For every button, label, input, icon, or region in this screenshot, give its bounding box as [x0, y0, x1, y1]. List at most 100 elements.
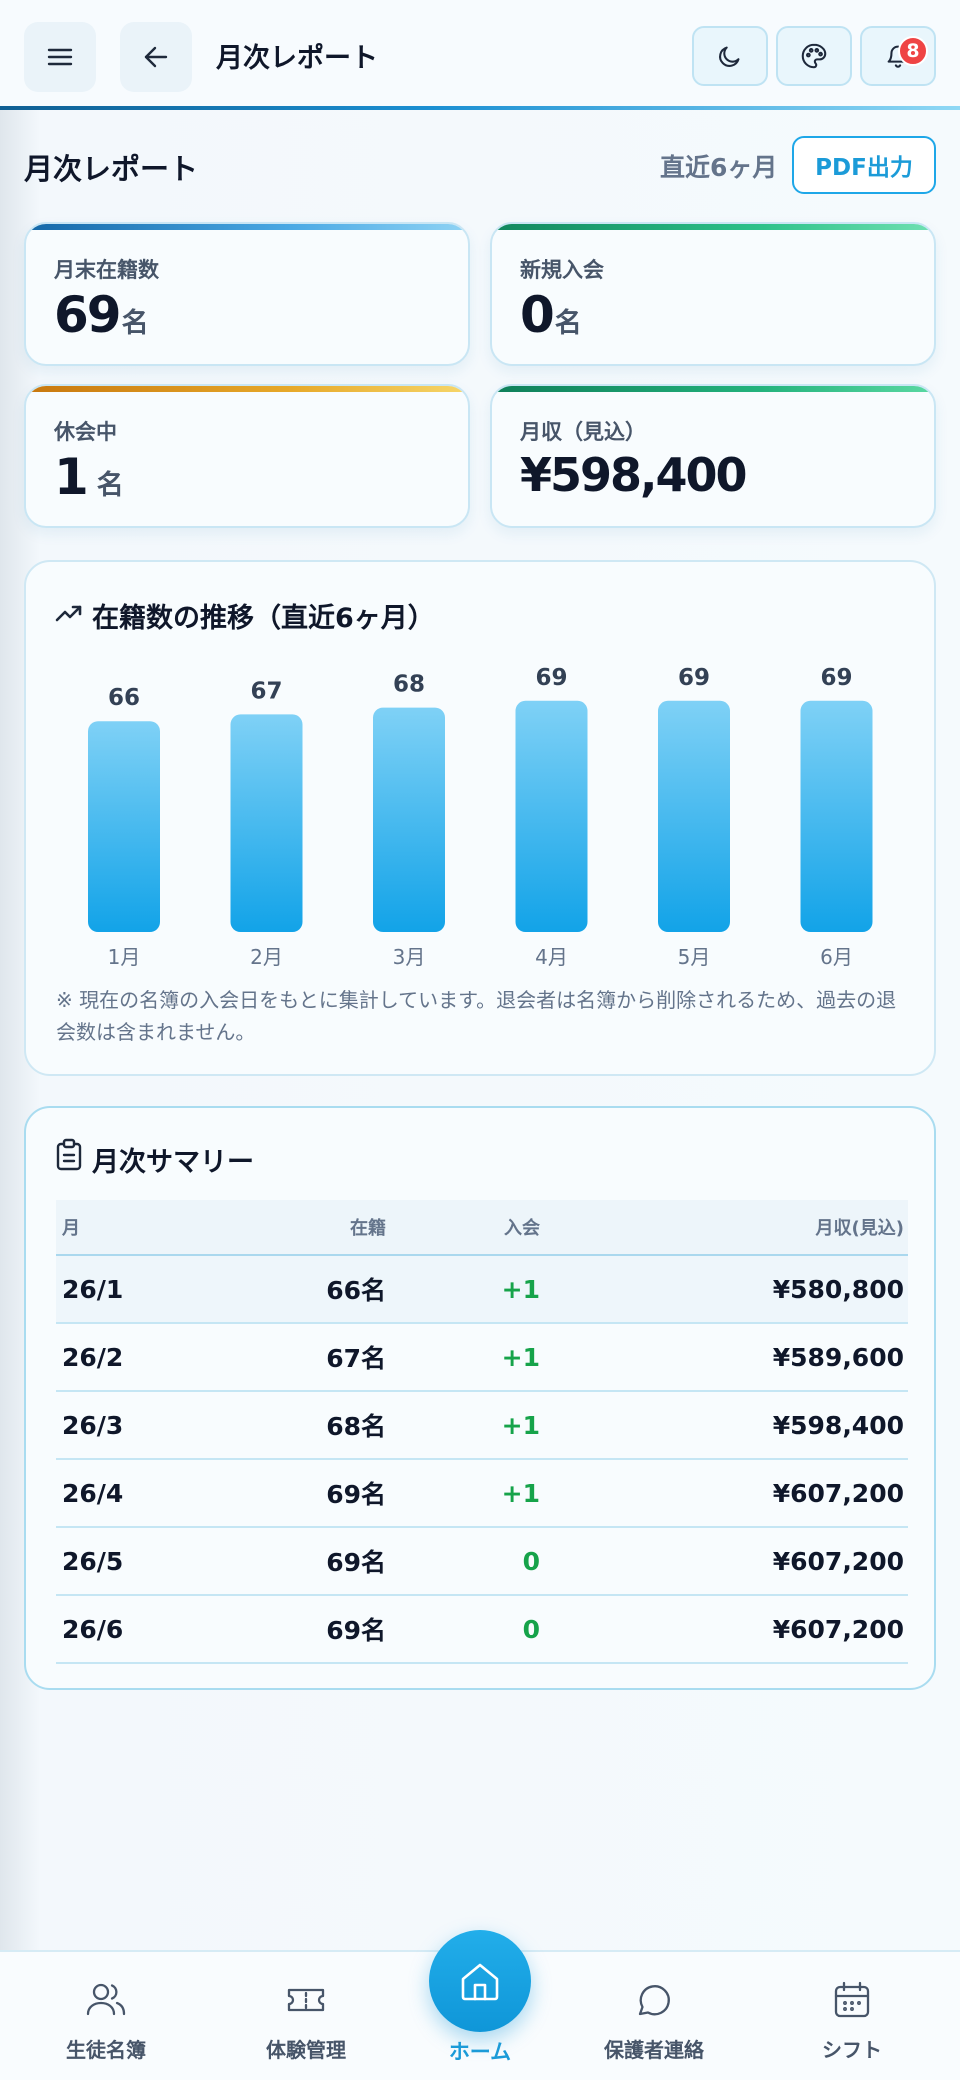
- back-button[interactable]: [120, 22, 192, 92]
- x-tick-label: 1月: [108, 945, 141, 969]
- table-row: 26/5 69名 0 ¥607,200: [56, 1528, 908, 1596]
- chart-title: 在籍数の推移（直近6ヶ月）: [92, 603, 435, 634]
- chart-bar: [515, 700, 588, 932]
- cell-joined: 0: [522, 1614, 540, 1644]
- stat-card-new-members: 新規入会 0名: [490, 222, 936, 366]
- stat-label: 休会中: [54, 420, 117, 444]
- palette-icon: [801, 43, 827, 69]
- cell-enrolled: 69名: [326, 1480, 386, 1509]
- moon-icon: [719, 46, 740, 67]
- cell-enrolled: 68名: [326, 1412, 386, 1441]
- column-header-joined: 入会: [504, 1218, 540, 1239]
- cell-revenue: ¥607,200: [772, 1614, 904, 1644]
- column-header-enrolled: 在籍: [350, 1218, 386, 1239]
- chart-bar: [800, 700, 873, 932]
- bar-value-label: 69: [820, 665, 852, 691]
- x-tick-label: 2月: [250, 945, 283, 969]
- nav-item-home[interactable]: [429, 1930, 531, 2032]
- cell-revenue: ¥589,600: [772, 1342, 904, 1372]
- summary-table: 月 在籍 入会 月収(見込) 26/1 66名 +1 ¥580,800 26/2…: [56, 1200, 908, 1664]
- cell-enrolled: 69名: [326, 1616, 386, 1645]
- notification-badge: 8: [898, 36, 928, 66]
- cell-enrolled: 69名: [326, 1548, 386, 1577]
- bar-value-label: 67: [250, 678, 282, 704]
- cell-month: 26/2: [62, 1342, 124, 1372]
- cell-revenue: ¥607,200: [772, 1546, 904, 1576]
- cell-joined: +1: [501, 1410, 540, 1440]
- calendar-icon: [834, 1981, 870, 2018]
- stat-card-monthly-revenue: 月収（見込） ¥598,400: [490, 384, 936, 528]
- home-icon: [461, 1963, 499, 2001]
- header-title: 月次レポート: [216, 43, 378, 74]
- stat-label: 月末在籍数: [54, 258, 159, 282]
- stat-label: 月収（見込）: [520, 420, 646, 444]
- nav-label-home: ホーム: [448, 2040, 512, 2064]
- table-row: 26/4 69名 +1 ¥607,200: [56, 1460, 908, 1528]
- enrollment-chart-card: 在籍数の推移（直近6ヶ月） 66 1月 67 2月 68 3月 69 4月 69 5月 69 6月 ※…: [24, 560, 936, 1076]
- stat-accent-bar: [492, 386, 934, 392]
- nav-label: シフト: [822, 2038, 882, 2062]
- nav-label: 保護者連絡: [604, 2038, 704, 2062]
- chat-icon: [638, 1985, 670, 2016]
- menu-button[interactable]: [24, 22, 96, 92]
- ticket-icon: [287, 1988, 325, 2012]
- stat-card-enrolled: 月末在籍数 69名: [24, 222, 470, 366]
- column-header-revenue: 月収(見込): [815, 1218, 904, 1239]
- stat-unit: 名: [554, 308, 582, 339]
- table-row: 26/1 66名 +1 ¥580,800: [56, 1256, 908, 1324]
- column-header-month: 月: [62, 1218, 80, 1239]
- stat-label: 新規入会: [520, 258, 604, 282]
- app-header: 月次レポート 8: [0, 0, 960, 110]
- bar-value-label: 69: [678, 665, 710, 691]
- stat-number: 0: [520, 286, 555, 344]
- bar-value-label: 69: [535, 665, 567, 691]
- summary-title: 月次サマリー: [92, 1147, 254, 1178]
- nav-label: 体験管理: [266, 2038, 346, 2062]
- cell-revenue: ¥607,200: [772, 1478, 904, 1508]
- nav-item-trial[interactable]: 体験管理: [226, 1978, 386, 2063]
- pdf-export-button[interactable]: PDF出力: [792, 136, 936, 194]
- stat-value: 69名: [54, 286, 149, 344]
- cell-joined: +1: [501, 1274, 540, 1304]
- chart-bar: [230, 714, 303, 932]
- enrollment-bar-chart: 66 1月 67 2月 68 3月 69 4月 69 5月 69 6月: [88, 665, 873, 969]
- x-tick-label: 3月: [393, 945, 426, 969]
- cell-enrolled: 66名: [326, 1276, 386, 1305]
- cell-month: 26/1: [62, 1274, 124, 1304]
- cell-enrolled: 67名: [326, 1344, 386, 1373]
- chart-bar: [88, 721, 160, 932]
- stat-number: 1: [54, 448, 89, 506]
- cell-joined: +1: [501, 1342, 540, 1372]
- back-arrow-icon: [144, 46, 168, 68]
- users-icon: [86, 1983, 126, 2016]
- stat-number: ¥598,400: [520, 448, 748, 502]
- cell-joined: +1: [501, 1478, 540, 1508]
- bar-value-label: 66: [108, 685, 140, 711]
- monthly-summary-card: 月次サマリー 月 在籍 入会 月収(見込) 26/1 66名 +1 ¥580,8…: [24, 1106, 936, 1690]
- chart-bar: [373, 707, 445, 932]
- stat-accent-bar: [26, 224, 468, 230]
- cell-month: 26/3: [62, 1410, 124, 1440]
- nav-item-parent-contact[interactable]: 保護者連絡: [574, 1978, 734, 2063]
- x-tick-label: 6月: [820, 945, 853, 969]
- dark-mode-button[interactable]: [692, 26, 768, 86]
- notifications-button[interactable]: 8: [860, 26, 936, 86]
- theme-button[interactable]: [776, 26, 852, 86]
- nav-item-shift[interactable]: シフト: [772, 1978, 932, 2063]
- clipboard-icon: [56, 1138, 82, 1171]
- nav-item-students[interactable]: 生徒名簿: [26, 1978, 186, 2063]
- stat-accent-bar: [26, 386, 468, 392]
- page-title: 月次レポート: [24, 152, 199, 186]
- cell-month: 26/6: [62, 1614, 124, 1644]
- cell-month: 26/4: [62, 1478, 124, 1508]
- cell-joined: 0: [522, 1546, 540, 1576]
- table-row: 26/6 69名 0 ¥607,200: [56, 1596, 908, 1664]
- stat-value: ¥598,400: [520, 448, 748, 502]
- stat-unit: 名: [121, 308, 149, 339]
- menu-icon: [47, 48, 73, 66]
- stat-unit: 名: [96, 470, 124, 501]
- chart-note: ※ 現在の名簿の入会日をもとに集計しています。退会者は名簿から削除されるため、過…: [56, 988, 897, 1044]
- stat-accent-bar: [492, 224, 934, 230]
